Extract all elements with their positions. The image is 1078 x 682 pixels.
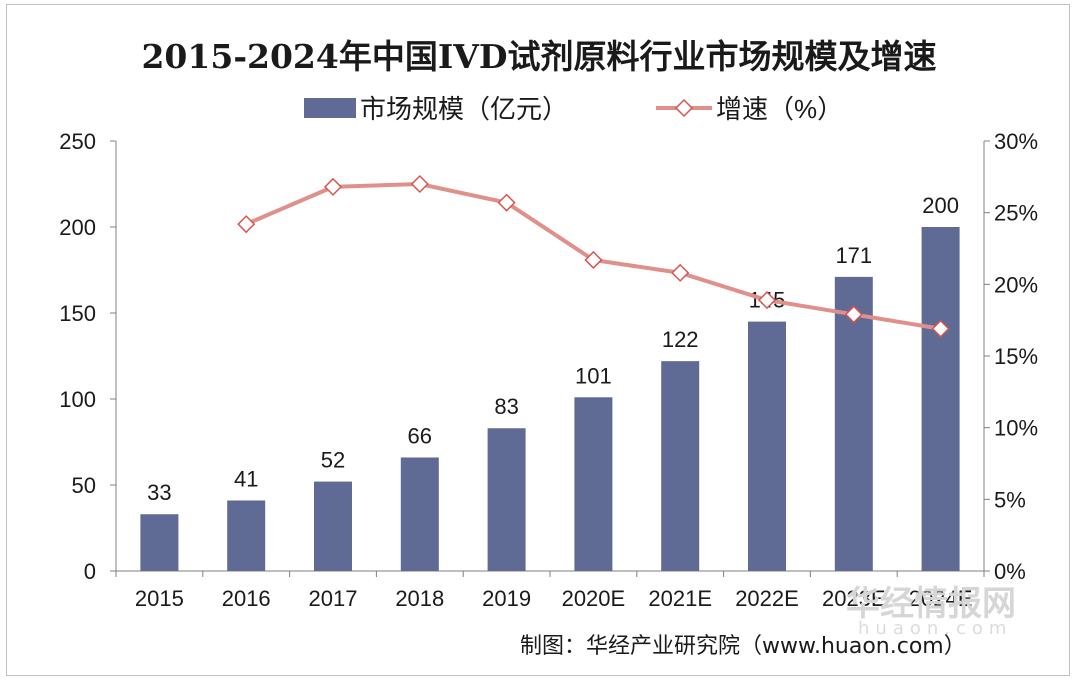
bar [921, 227, 960, 571]
y-right-tick-label: 5% [994, 487, 1026, 512]
bar-data-label: 83 [494, 394, 518, 419]
legend-line-label: 增速（%） [716, 94, 843, 124]
x-tick-label: 2019 [482, 586, 531, 611]
bar-data-label: 52 [321, 448, 345, 473]
y-right-tick-label: 20% [994, 272, 1038, 297]
x-tick-label: 2023E [822, 586, 886, 611]
legend: 市场规模（亿元） 增速（%） [304, 94, 843, 124]
legend-line-marker [674, 98, 694, 118]
bar [400, 457, 439, 571]
x-tick-label: 2020E [562, 586, 626, 611]
bar [487, 428, 526, 571]
y-right-tick-label: 10% [994, 416, 1038, 441]
y-right-tick-label: 25% [994, 201, 1038, 226]
growth-point [757, 291, 777, 310]
growth-point [584, 250, 603, 270]
x-tick-label: 2015 [135, 586, 184, 611]
bar-data-label: 122 [662, 327, 699, 352]
bar-labels: 3341526683101122145171200 [147, 193, 959, 505]
bar [227, 500, 266, 571]
y-left-tick-label: 0 [84, 559, 96, 584]
y-left-tick-label: 200 [59, 215, 96, 240]
y-left-tick-label: 250 [59, 129, 96, 154]
source-note: 制图：华经产业研究院（www.huaon.com） [520, 634, 966, 659]
y-left-tick-label: 100 [59, 387, 96, 412]
x-tick-label: 2017 [309, 586, 358, 611]
growth-point [497, 193, 516, 212]
bar-series [140, 227, 960, 571]
tick-labels: 0 50 100 150 200 250 0% 5% 10% 15% 20% 25% 30% 2015 20… [59, 129, 1038, 611]
bar [314, 481, 352, 571]
legend-bar-label: 市场规模（亿元） [360, 94, 568, 124]
bar-data-label: 41 [234, 466, 258, 491]
watermark-en: huaon.com [858, 618, 1013, 639]
y-right-tick-label: 30% [994, 129, 1038, 154]
growth-point [844, 305, 863, 324]
growth-point [237, 215, 256, 234]
x-tick-label: 2022E [735, 586, 799, 611]
y-right-tick-label: 0% [994, 559, 1026, 584]
chart-frame [6, 4, 1070, 676]
watermark-cn: 华经情报网 [846, 584, 1016, 624]
growth-point [410, 174, 429, 194]
bar [140, 514, 179, 571]
y-left-tick-label: 50 [72, 473, 96, 498]
x-tick-label: 2021E [648, 586, 712, 611]
x-tick-label: 2016 [222, 586, 271, 611]
bar-data-label: 171 [835, 243, 872, 268]
x-tick-label: 2018 [395, 586, 444, 611]
bar [661, 361, 700, 571]
line-series [237, 174, 950, 338]
growth-point [323, 177, 343, 196]
bar-data-label: 66 [408, 423, 432, 448]
chart-title: 2015-2024年中国IVD试剂原料行业市场规模及增速 [141, 37, 937, 76]
bar [834, 276, 873, 571]
bar-data-label: 33 [147, 480, 171, 505]
growth-point [931, 319, 950, 338]
bar [748, 321, 786, 571]
legend-bar-swatch [304, 98, 356, 118]
y-right-tick-label: 15% [994, 344, 1038, 369]
bar-data-label: 200 [922, 193, 959, 218]
growth-point [671, 263, 690, 282]
y-left-tick-label: 150 [59, 301, 96, 326]
bar-data-label: 101 [575, 363, 612, 388]
x-tick-label: 2024E [909, 586, 973, 611]
bar [574, 397, 613, 571]
